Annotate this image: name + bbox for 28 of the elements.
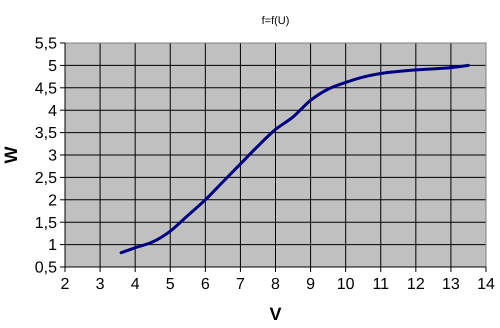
y-tick-label: 0,5 — [34, 260, 58, 277]
x-tick-label: 14 — [477, 276, 495, 293]
line-series — [120, 64, 470, 254]
y-tick-label: 5,5 — [34, 36, 58, 53]
x-tick-label: 3 — [96, 276, 105, 293]
y-tick-label: 3 — [48, 148, 58, 165]
y-tick-label: 1 — [48, 237, 58, 254]
x-tick-label: 11 — [372, 276, 390, 293]
y-tick-label: 2,5 — [34, 170, 58, 187]
x-tick-label: 13 — [442, 276, 460, 293]
y-tick-label: 3,5 — [34, 125, 58, 142]
y-tick-label: 5 — [48, 58, 58, 75]
x-tick-label: 9 — [306, 276, 316, 293]
x-tick-label: 7 — [236, 276, 245, 293]
y-tick-label: 4 — [48, 102, 58, 120]
y-tick-label: 1,5 — [34, 214, 58, 232]
x-tick-label: 6 — [200, 276, 210, 293]
y-tick-label: 4,5 — [34, 80, 58, 98]
y-tick-label: 2 — [48, 192, 58, 210]
x-tick-label: 12 — [406, 276, 425, 293]
x-tick-label: 2 — [60, 276, 70, 293]
x-tick-label: 8 — [271, 276, 280, 293]
x-tick-label: 5 — [166, 276, 175, 293]
y-axis-title: W — [1, 146, 21, 164]
x-tick-label: 4 — [130, 276, 140, 293]
chart-title: f=f(U) — [262, 15, 290, 27]
x-axis-title: V — [269, 304, 282, 324]
x-tick-label: 10 — [336, 276, 355, 293]
